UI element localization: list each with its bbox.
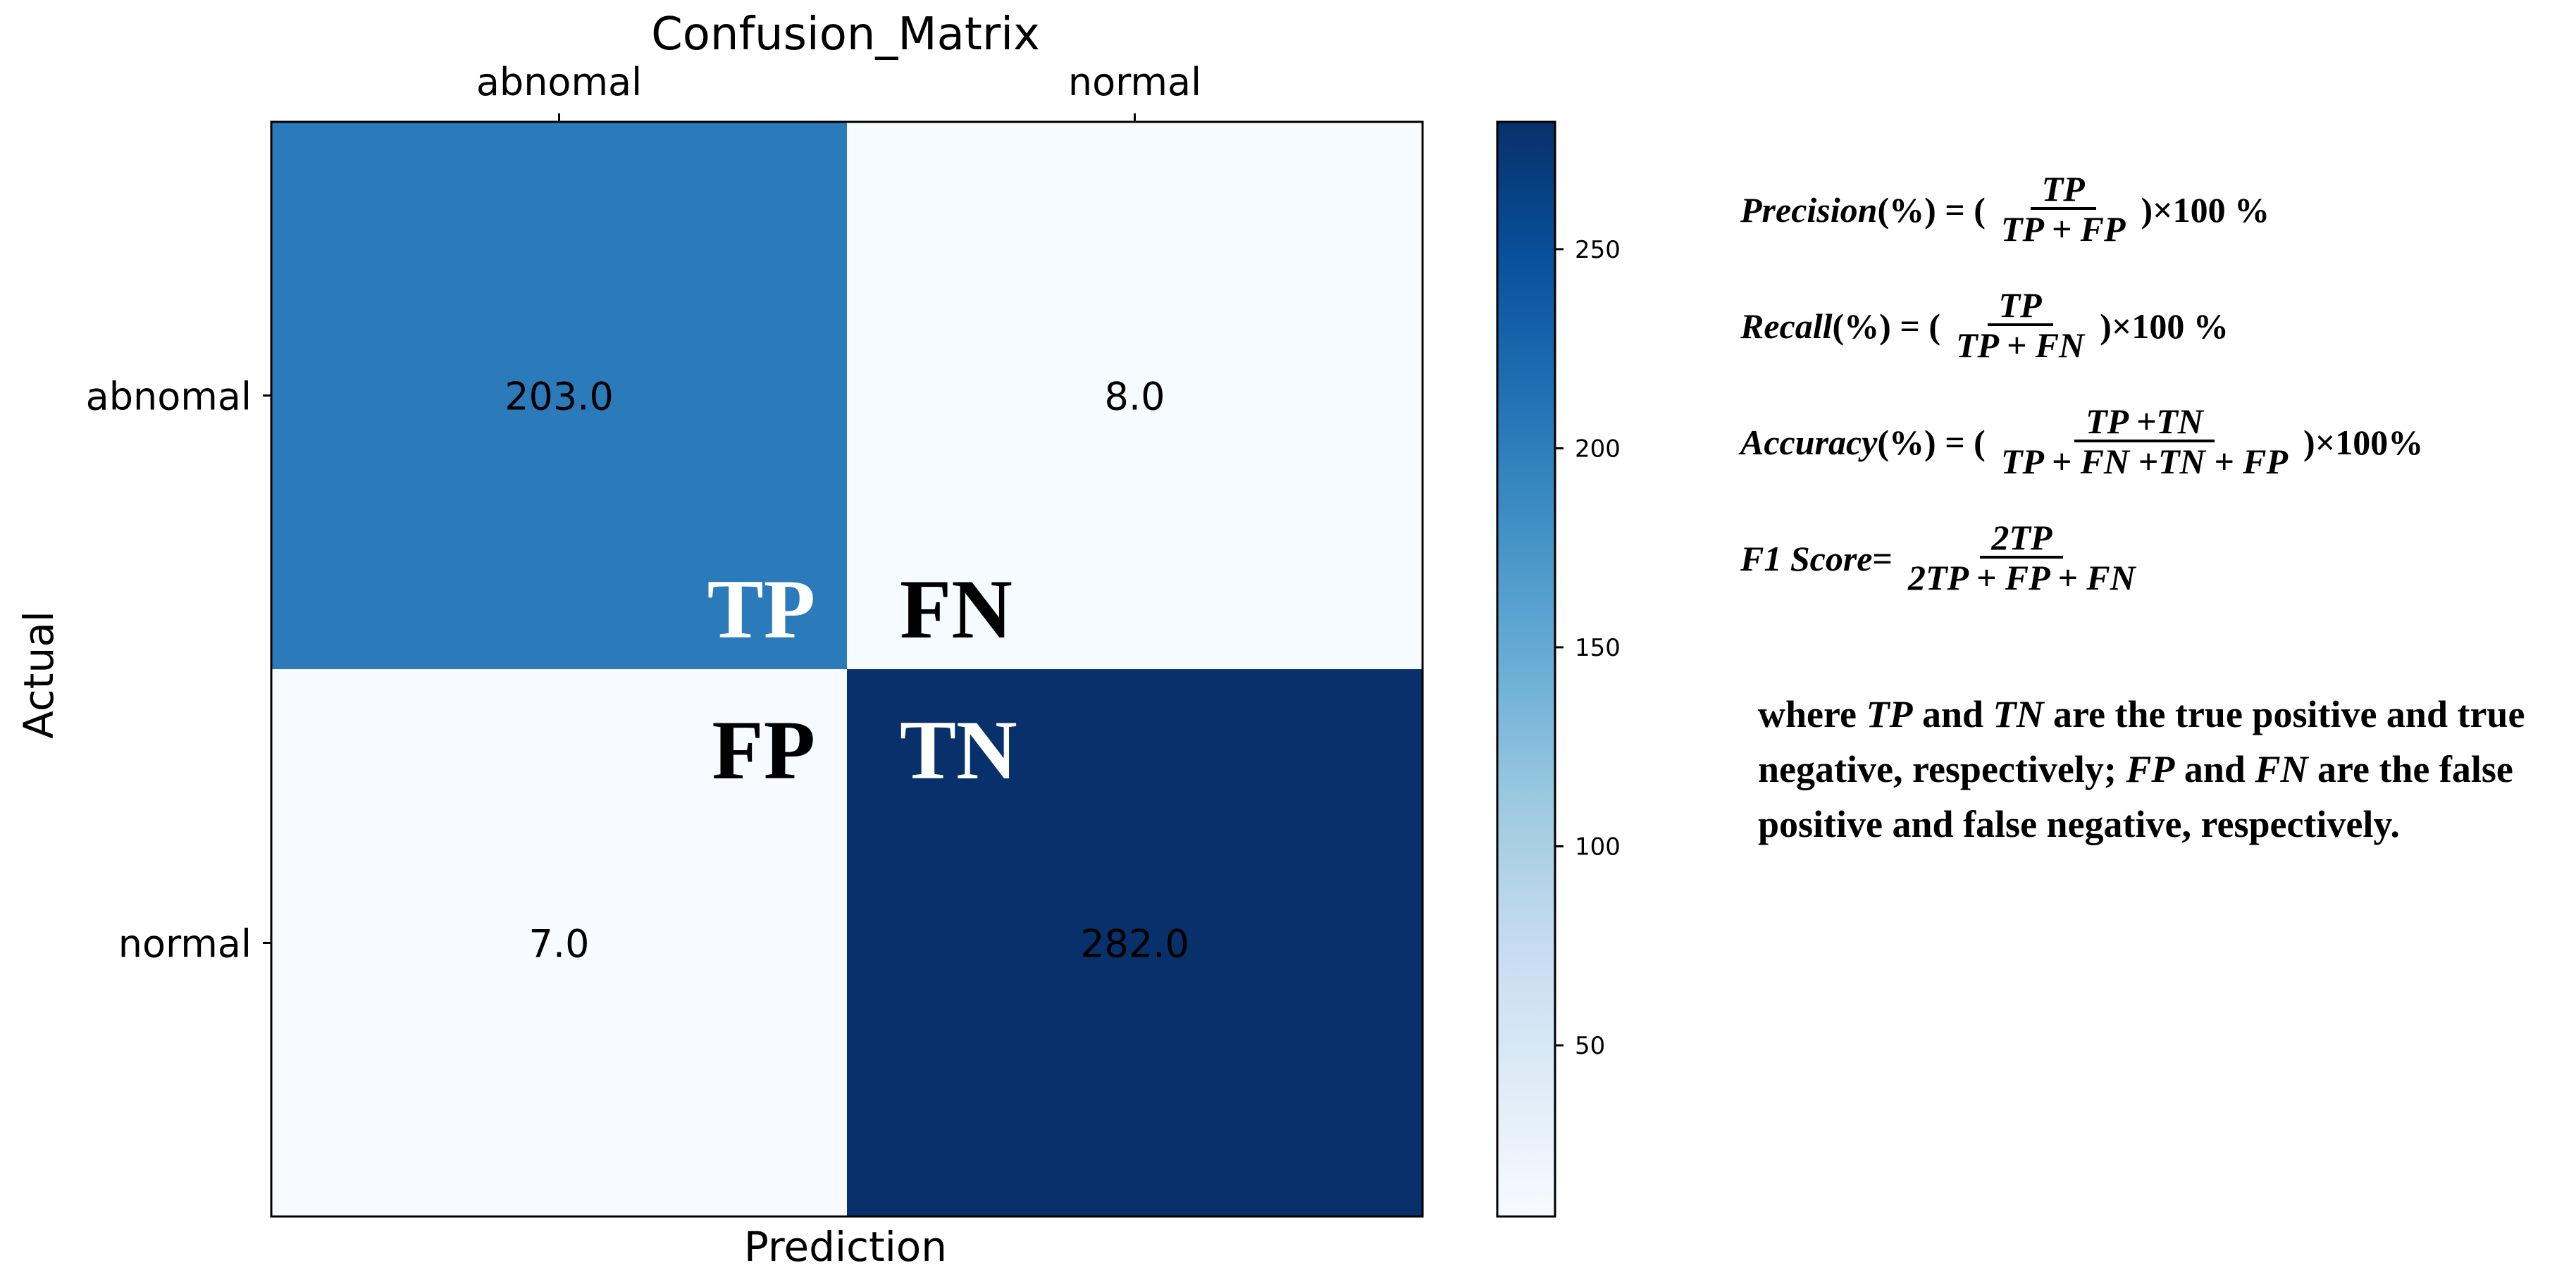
cell-annotation-fp: FP [712,703,815,797]
heatmap-cell-0-1 [847,122,1423,669]
cell-value-label: 8.0 [1105,375,1165,419]
cell-value-label: 7.0 [529,922,590,966]
metric-formulas: Precision (%) = ( TP TP + FP )×100 % Reca… [1740,151,2565,616]
plot-frame [270,120,1424,1218]
y-tick-label: abnomal [86,375,252,419]
colorbar-tick-label: 250 [1575,236,1621,264]
heatmap-cell-1-0 [271,669,847,1216]
f1-formula: F1 Score = 2TP 2TP + FP + FN [1740,517,2136,598]
x-axis-label: Prediction [744,1223,947,1271]
cell-annotation-fn: FN [900,562,1013,656]
colorbar-tick-label: 50 [1575,1032,1605,1060]
x-tick-label: normal [1068,60,1201,104]
heatmap-cell-values: 203.0 8.0 7.0 282.0 [504,375,1189,966]
colorbar-tick-label: 200 [1575,435,1621,463]
recall-formula: Recall (%) = ( TP TP + FN )×100 % [1740,285,2229,366]
heatmap-cell-0-0 [271,122,847,669]
colorbar-ticks: 50 100 150 200 250 [1555,236,1621,1060]
cell-value-label: 282.0 [1080,922,1189,966]
definitions-note: where TP and TN are the true positive an… [1758,693,2525,845]
heatmap-cells [271,122,1423,1216]
x-tick-label: abnomal [476,60,642,104]
y-tick-label: normal [118,922,252,966]
cell-value-label: 203.0 [504,375,614,419]
colorbar-tick-label: 100 [1575,833,1621,861]
heatmap-cell-annotations: TP FN FP TN [707,562,1017,797]
accuracy-formula: Accuracy (%) = ( TP +TN TP + FN +TN + FP )… [1740,401,2424,482]
y-axis-label: Actual [15,611,63,739]
precision-formula: Precision (%) = ( TP TP + FP )×100 % [1740,168,2270,249]
colorbar-tick-label: 150 [1575,634,1621,662]
chart-title: Confusion_Matrix [651,8,1040,61]
x-ticks: abnomal normal [476,60,1201,122]
cell-annotation-tp: TP [707,562,815,656]
y-ticks: abnomal normal [86,375,271,966]
colorbar [1496,120,1556,1218]
cell-annotation-tn: TN [900,703,1017,797]
heatmap-cell-1-1 [847,669,1423,1216]
